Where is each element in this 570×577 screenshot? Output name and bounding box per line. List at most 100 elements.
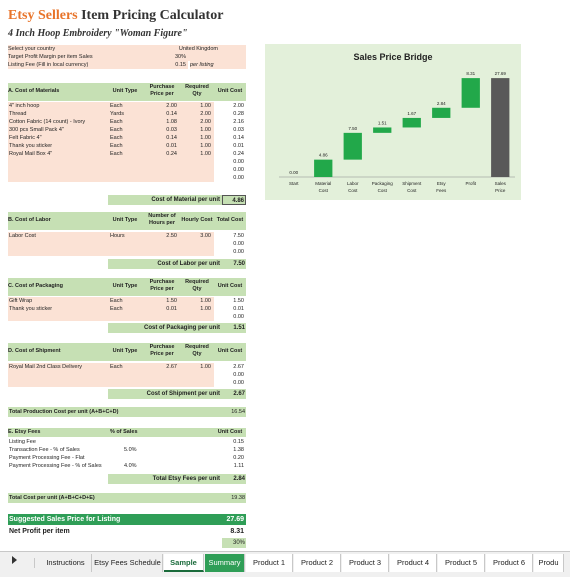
row-name[interactable]	[8, 379, 108, 387]
row-unit[interactable]: Each	[108, 305, 144, 313]
row-col2[interactable]: 1.00	[180, 363, 214, 371]
row-col2[interactable]: 2.00	[180, 110, 214, 118]
row-col1[interactable]: 2.00	[144, 102, 180, 110]
sheet-tab[interactable]: Instructions	[40, 554, 92, 572]
row-col2[interactable]	[180, 158, 214, 166]
row-col2[interactable]: 1.00	[180, 142, 214, 150]
row-unit[interactable]	[108, 240, 144, 248]
row-col1[interactable]: 0.03	[144, 126, 180, 134]
row-col2[interactable]	[180, 240, 214, 248]
x-tick-label: Cost	[378, 188, 388, 193]
country-select[interactable]: United Kingdom	[148, 45, 220, 53]
row-name[interactable]	[8, 240, 108, 248]
row-unit[interactable]	[108, 371, 144, 379]
row-name[interactable]	[8, 313, 108, 321]
row-name[interactable]	[8, 248, 108, 256]
row-name[interactable]: Labor Cost	[8, 232, 108, 240]
row-col1[interactable]	[144, 371, 180, 379]
row-unit[interactable]: Each	[108, 142, 144, 150]
row-col1[interactable]	[144, 248, 180, 256]
row-unit[interactable]	[108, 248, 144, 256]
row-name[interactable]	[8, 158, 108, 166]
row-col2[interactable]: 1.00	[180, 150, 214, 158]
row-unit[interactable]: Each	[108, 118, 144, 126]
table-row: 0.00	[8, 174, 246, 182]
row-col1[interactable]: 0.14	[144, 110, 180, 118]
row-col2[interactable]: 1.00	[180, 297, 214, 305]
row-col2[interactable]: 1.00	[180, 305, 214, 313]
sheet-tab[interactable]: Product 3	[342, 554, 389, 572]
net-profit-row: Net Profit per item 8.31	[8, 526, 246, 537]
row-name[interactable]: Thank you sticker	[8, 142, 108, 150]
row-unit[interactable]	[108, 174, 144, 182]
scroll-tabs-arrow-icon[interactable]	[12, 556, 17, 564]
col-hours: Number of Hours per	[148, 213, 176, 226]
row-col1[interactable]: 0.24	[144, 150, 180, 158]
row-col1[interactable]: 0.01	[144, 142, 180, 150]
row-col1[interactable]	[144, 379, 180, 387]
table-row: 0.00	[8, 240, 246, 248]
row-col1[interactable]	[144, 313, 180, 321]
row-unit[interactable]: Each	[108, 297, 144, 305]
row-unit[interactable]	[108, 158, 144, 166]
row-col1[interactable]: 2.50	[144, 232, 180, 240]
row-col2[interactable]: 1.00	[180, 102, 214, 110]
sheet-tab[interactable]: Produ	[534, 554, 564, 572]
row-col2[interactable]	[180, 371, 214, 379]
sheet-tab[interactable]: Product 2	[294, 554, 341, 572]
listing-fee-input[interactable]: 0.15	[148, 61, 188, 69]
row-name[interactable]: Gift Wrap	[8, 297, 108, 305]
row-col2[interactable]: 1.00	[180, 134, 214, 142]
row-col2[interactable]	[180, 248, 214, 256]
row-col2[interactable]	[180, 379, 214, 387]
row-unit[interactable]	[108, 313, 144, 321]
row-unit[interactable]	[108, 379, 144, 387]
sheet-tab[interactable]: Etsy Fees Schedule	[93, 554, 163, 572]
row-col2[interactable]	[180, 313, 214, 321]
row-col2[interactable]: 2.00	[180, 118, 214, 126]
sheet-tab[interactable]: Summary	[205, 554, 245, 572]
row-name[interactable]	[8, 174, 108, 182]
sheet-tab[interactable]: Product 5	[438, 554, 485, 572]
row-col1[interactable]: 0.14	[144, 134, 180, 142]
profit-margin-input[interactable]: 30%	[148, 53, 188, 61]
row-col2[interactable]: 3.00	[180, 232, 214, 240]
row-col1[interactable]	[144, 174, 180, 182]
row-col1[interactable]	[144, 158, 180, 166]
row-unit[interactable]	[108, 166, 144, 174]
row-unit[interactable]: Hours	[108, 232, 144, 240]
sheet-tab[interactable]: Product 6	[486, 554, 533, 572]
row-col2[interactable]: 1.00	[180, 126, 214, 134]
sheet-tab[interactable]: Product 4	[390, 554, 437, 572]
row-col1[interactable]: 0.01	[144, 305, 180, 313]
row-col2[interactable]	[180, 174, 214, 182]
row-name[interactable]: Felt Fabric 4"	[8, 134, 108, 142]
row-col1[interactable]: 1.08	[144, 118, 180, 126]
x-tick-label: Price	[495, 188, 506, 193]
row-name[interactable]: Thank you sticker	[8, 305, 108, 313]
row-col1[interactable]	[144, 166, 180, 174]
row-unit[interactable]: Each	[108, 134, 144, 142]
row-name[interactable]: 4" inch hoop	[8, 102, 108, 110]
row-name[interactable]: Royal Mail 2nd Class Delivery	[8, 363, 108, 371]
row-unit[interactable]: Each	[108, 126, 144, 134]
row-name[interactable]: Royal Mail Box 4"	[8, 150, 108, 158]
row-name[interactable]	[8, 166, 108, 174]
row-name[interactable]: 300 pcs Small Pack 4"	[8, 126, 108, 134]
row-unit[interactable]: Each	[108, 102, 144, 110]
sheet-tab[interactable]: Product 1	[246, 554, 293, 572]
margin-value: 30%	[222, 538, 246, 548]
row-name[interactable]: Cotton Fabric (14 count) - Ivory	[8, 118, 108, 126]
row-col1[interactable]: 1.50	[144, 297, 180, 305]
row-col1[interactable]: 2.67	[144, 363, 180, 371]
row-unit[interactable]: Each	[108, 363, 144, 371]
row-col1[interactable]	[144, 240, 180, 248]
row-unit[interactable]: Yards	[108, 110, 144, 118]
sheet-tab[interactable]: Sample	[164, 554, 204, 572]
row-name[interactable]: Thread	[8, 110, 108, 118]
row-name[interactable]	[8, 371, 108, 379]
setting-note	[220, 45, 246, 53]
row-col2[interactable]	[180, 166, 214, 174]
total-value: 16.54	[222, 407, 246, 417]
row-unit[interactable]: Each	[108, 150, 144, 158]
